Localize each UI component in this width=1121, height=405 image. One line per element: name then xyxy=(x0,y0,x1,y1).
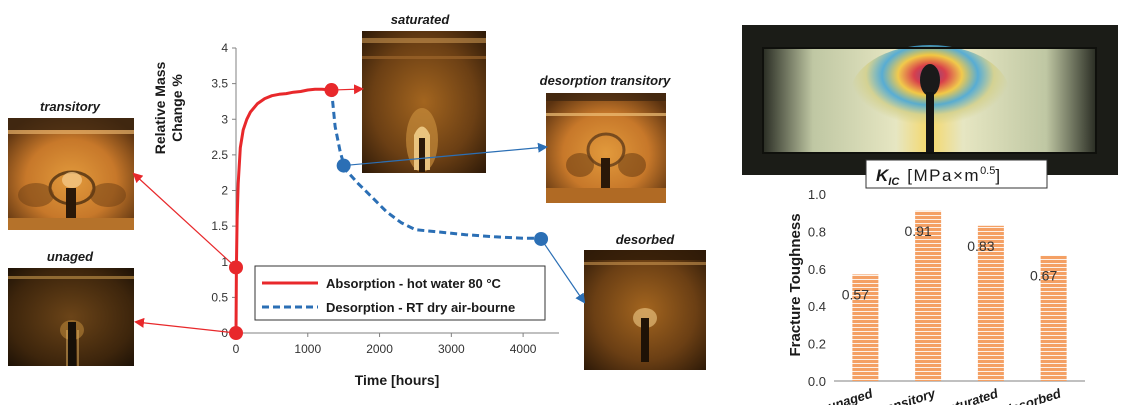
bar-value-label: 0.91 xyxy=(905,223,932,239)
mass-change-x-ticks: 0 1000 2000 3000 4000 xyxy=(233,333,537,356)
mass-change-y-tick-label: 3.5 xyxy=(211,77,228,91)
mass-change-y-tick-label: 0 xyxy=(221,326,228,340)
bar-chart-bars: 0.57 0.91 0.83 0.67 xyxy=(842,210,1067,381)
mass-change-y-tick-label: 1 xyxy=(221,255,228,269)
mass-change-y-tick-label: 0.5 xyxy=(211,290,228,304)
bar-category-label: desorbed xyxy=(1002,385,1063,405)
mass-change-x-tick-label: 2000 xyxy=(366,342,393,356)
bar-category-label: transitory xyxy=(875,385,937,405)
bar-category-label: unaged xyxy=(826,385,876,405)
specimen-photo xyxy=(742,25,1118,175)
bar-transitory xyxy=(915,210,942,381)
image-saturated: saturated xyxy=(362,12,486,173)
fracture-toughness-chart: KIC [MPa×m0.5] Fracture Toughness 0.00.20… xyxy=(787,159,1085,405)
mass-change-y-label-line-1: Relative Mass xyxy=(152,61,168,154)
legend-label-absorption: Absorption - hot water 80 °C xyxy=(326,276,502,291)
mass-change-y-label-line-2: Change % xyxy=(169,74,185,142)
mass-change-x-tick-label: 4000 xyxy=(510,342,537,356)
bar-chart-title-box xyxy=(865,159,1048,189)
bar-value-label: 0.57 xyxy=(842,286,869,302)
mass-change-y-tick-label: 1.5 xyxy=(211,219,228,233)
mass-change-x-tick-label: 1000 xyxy=(294,342,321,356)
image-transitory: transitory xyxy=(8,99,134,230)
mass-change-x-label: Time [hours] xyxy=(355,372,440,388)
bar-chart-y-tick-label: 0.2 xyxy=(808,337,826,352)
mass-change-x-tick-label: 0 xyxy=(233,342,240,356)
bar-chart-y-tick-label: 0.8 xyxy=(808,224,826,239)
bar-chart-y-tick-label: 1.0 xyxy=(808,187,826,202)
image-desorption-transitory: desorption transitory xyxy=(540,73,672,203)
bar-chart-title-text: KIC [MPa×m0.5] xyxy=(876,165,1000,188)
image-label-transitory: transitory xyxy=(40,99,101,114)
legend-label-desorption: Desorption - RT dry air-bourne xyxy=(326,300,515,315)
bar-chart-y-tick-label: 0.0 xyxy=(808,374,826,389)
mass-change-y-tick-label: 3 xyxy=(221,112,228,126)
mass-change-series xyxy=(234,87,542,334)
bar-chart-y-ticks: 0.0 0.2 0.4 0.6 0.8 1.0 xyxy=(808,187,826,389)
legend-box xyxy=(254,265,546,321)
bar-chart-x-ticks: unaged transitory saturated desorbed xyxy=(826,385,1064,405)
mass-change-y-tick-label: 2.5 xyxy=(211,148,228,162)
bar-chart-y-label: Fracture Toughness xyxy=(787,213,804,356)
data-point-marker xyxy=(229,260,243,275)
image-label-desorption-transitory: desorption transitory xyxy=(540,73,672,88)
data-point-marker xyxy=(324,83,339,98)
absorption-series-line xyxy=(234,87,332,334)
mass-change-x-tick-label: 3000 xyxy=(438,342,465,356)
bar-unaged xyxy=(852,274,879,381)
mass-change-chart: 0 0.5 1 1.5 2 2.5 3 3.5 4 0 1000 2000 3000 4000 Rela… xyxy=(132,41,586,388)
bar-category-label: saturated xyxy=(940,385,1001,405)
data-point-marker xyxy=(229,326,243,340)
mass-change-y-tick-label: 4 xyxy=(221,41,228,55)
bar-chart-y-tick-label: 0.4 xyxy=(808,299,826,314)
desorption-series-line xyxy=(330,89,542,240)
arrow-to-desorbed xyxy=(540,238,586,304)
data-point-marker xyxy=(336,158,351,173)
image-unaged: unaged xyxy=(8,249,134,366)
data-point-marker xyxy=(534,231,549,246)
image-label-saturated: saturated xyxy=(391,12,451,27)
arrow-to-transitory xyxy=(132,172,237,268)
arrow-to-desorption-transitory xyxy=(343,142,548,167)
bar-chart-title: KIC [MPa×m0.5] xyxy=(865,159,1048,189)
callout-arrows xyxy=(132,84,586,334)
arrow-to-unaged xyxy=(134,317,237,334)
mass-change-markers xyxy=(229,83,549,340)
bar-saturated xyxy=(977,225,1004,381)
bar-desorbed xyxy=(1040,255,1067,381)
mass-change-y-tick-label: 2 xyxy=(221,184,228,198)
mass-change-y-ticks: 0 0.5 1 1.5 2 2.5 3 3.5 4 xyxy=(211,41,236,340)
image-desorbed: desorbed xyxy=(584,232,706,370)
image-label-unaged: unaged xyxy=(47,249,94,264)
bar-chart-y-tick-label: 0.6 xyxy=(808,262,826,277)
bar-value-label: 0.83 xyxy=(967,238,994,254)
image-label-desorbed: desorbed xyxy=(616,232,676,247)
mass-change-legend: Absorption - hot water 80 °C Desorption … xyxy=(254,265,546,321)
bar-value-label: 0.67 xyxy=(1030,268,1057,284)
